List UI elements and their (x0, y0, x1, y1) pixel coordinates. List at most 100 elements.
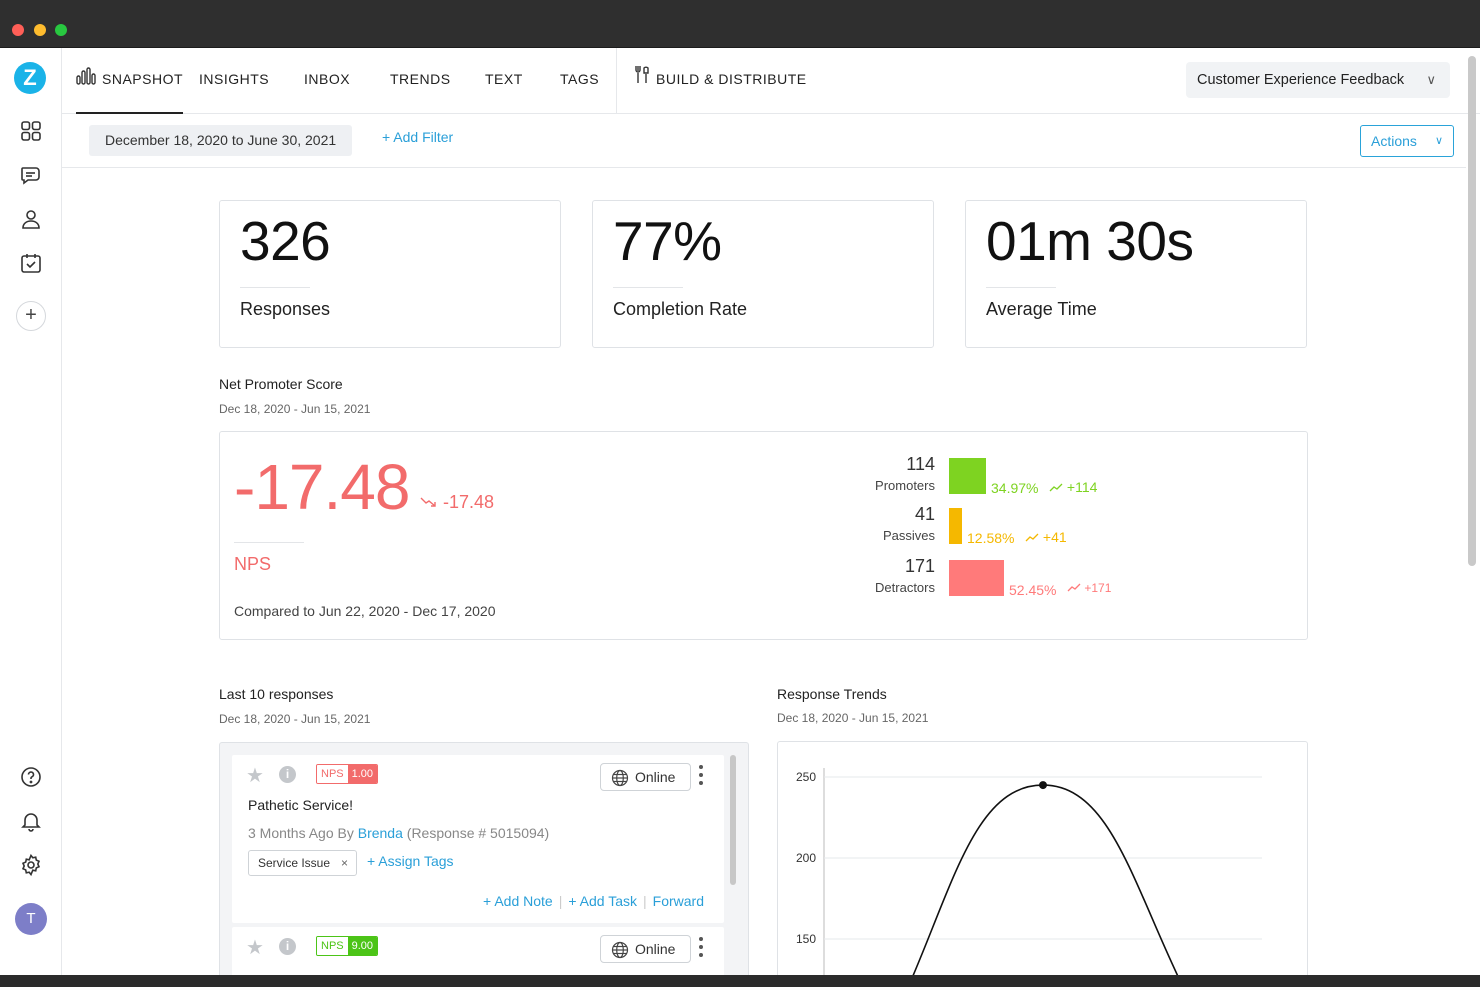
trend-down-icon (420, 497, 436, 507)
breakdown-trend: +41 (1025, 529, 1067, 545)
trend-up-icon (1049, 483, 1063, 492)
breakdown-name: Passives (882, 528, 935, 543)
stat-label: Responses (240, 299, 331, 319)
series-line (912, 784, 1179, 975)
globe-icon (611, 769, 629, 795)
nps-section-range: Dec 18, 2020 - Jun 15, 2021 (219, 402, 371, 416)
star-icon[interactable]: ★ (246, 765, 264, 787)
assign-tags-link[interactable]: + Assign Tags (367, 853, 454, 869)
bar-chart-icon (76, 49, 98, 111)
survey-name: Customer Experience Feedback (1197, 72, 1405, 88)
tab-inbox[interactable]: INBOX (304, 71, 351, 87)
surveys-chat-icon[interactable] (19, 163, 43, 187)
calendar-check-icon[interactable] (19, 251, 43, 275)
nps-badge: NPS 9.00 (316, 936, 379, 956)
trends-section-range: Dec 18, 2020 - Jun 15, 2021 (777, 711, 929, 725)
nps-score: -17.48 (234, 451, 410, 523)
tools-icon (634, 49, 652, 111)
response-item[interactable]: ★ i NPS 9.00 Online (232, 927, 724, 975)
y-tick-label: 250 (796, 770, 816, 784)
dashboard-icon[interactable] (19, 119, 43, 143)
breakdown-percent: 34.97% (991, 480, 1039, 496)
add-note-link[interactable]: + Add Note (483, 893, 553, 909)
info-icon[interactable]: i (279, 938, 296, 955)
breakdown-name: Promoters (875, 478, 935, 493)
add-task-link[interactable]: + Add Task (568, 893, 637, 909)
responses-scrollbar[interactable] (730, 755, 736, 885)
breakdown-percent: 12.58% (967, 530, 1015, 546)
response-time: 3 Months Ago By (248, 825, 358, 841)
tab-trends[interactable]: TRENDS (390, 71, 451, 87)
nps-section-title: Net Promoter Score (219, 376, 343, 392)
breakdown-trend: +114 (1049, 479, 1097, 495)
chevron-down-icon: ∨ (1434, 135, 1443, 147)
response-item[interactable]: ★ i NPS 1.00 Online Pathetic Service! 3 … (232, 755, 724, 923)
chevron-down-icon: ∨ (1426, 72, 1436, 87)
help-icon[interactable] (19, 765, 43, 789)
survey-selector[interactable]: Customer Experience Feedback ∨ (1186, 62, 1450, 98)
tab-build-label: BUILD & DISTRIBUTE (656, 71, 807, 87)
breakdown-trend-value: +171 (1084, 581, 1112, 595)
channel-button[interactable]: Online (600, 935, 691, 963)
app-logo[interactable]: Z (14, 62, 46, 94)
info-icon[interactable]: i (279, 766, 296, 783)
contacts-user-icon[interactable] (19, 207, 43, 231)
tab-insights[interactable]: INSIGHTS (199, 71, 270, 87)
more-options-icon[interactable] (699, 765, 703, 789)
tag-label: Service Issue (258, 856, 331, 870)
nps-badge-key: NPS (317, 765, 348, 783)
nps-badge: NPS 1.00 (316, 764, 379, 784)
nps-card: -17.48 -17.48 NPS Compared to Jun 22, 20… (219, 431, 1308, 640)
data-point[interactable] (1039, 781, 1047, 790)
tab-snapshot[interactable]: SNAPSHOT (76, 48, 184, 114)
divider (240, 287, 310, 288)
settings-gear-icon[interactable] (19, 853, 43, 877)
breakdown-name: Detractors (875, 580, 935, 595)
response-author-link[interactable]: Brenda (357, 825, 403, 841)
more-options-icon[interactable] (699, 937, 703, 961)
responses-section-range: Dec 18, 2020 - Jun 15, 2021 (219, 712, 371, 726)
globe-icon (611, 941, 629, 967)
sidebar: Z + T (0, 48, 62, 975)
tab-text[interactable]: TEXT (485, 71, 523, 87)
tab-build-distribute[interactable]: BUILD & DISTRIBUTE (634, 48, 807, 114)
breakdown-trend-value: +114 (1066, 479, 1098, 495)
nps-change-value: -17.48 (443, 492, 495, 512)
responses-section-title: Last 10 responses (219, 686, 334, 702)
add-filter-link[interactable]: + Add Filter (382, 129, 454, 145)
nps-comparison-period: Compared to Jun 22, 2020 - Dec 17, 2020 (234, 603, 496, 619)
nps-badge-value: 1.00 (347, 765, 378, 783)
close-window-button[interactable] (12, 24, 24, 36)
nps-badge-value: 9.00 (347, 937, 378, 955)
remove-tag-icon[interactable]: × (341, 856, 349, 870)
filter-bar: December 18, 2020 to June 30, 2021 + Add… (62, 114, 1466, 168)
breakdown-bar (949, 458, 986, 494)
breakdown-count: 171 (904, 556, 935, 576)
window-bottom-edge (0, 975, 1480, 987)
stat-card-average-time: 01m 30s Average Time (965, 200, 1307, 348)
maximize-window-button[interactable] (55, 24, 67, 36)
breakdown-percent: 52.45% (1009, 582, 1057, 598)
notifications-bell-icon[interactable] (19, 809, 43, 833)
star-icon[interactable]: ★ (246, 937, 264, 959)
divider (986, 287, 1056, 288)
tab-tags[interactable]: TAGS (560, 71, 600, 87)
trends-section-title: Response Trends (777, 686, 887, 702)
divider (613, 287, 683, 288)
nps-change: -17.48 (420, 492, 494, 513)
user-avatar[interactable]: T (15, 903, 47, 935)
actions-label: Actions (1371, 133, 1417, 149)
nav-divider (616, 48, 617, 114)
responses-list: ★ i NPS 1.00 Online Pathetic Service! 3 … (219, 742, 749, 975)
actions-dropdown[interactable]: Actions ∨ (1360, 125, 1454, 157)
tab-snapshot-label: SNAPSHOT (102, 71, 184, 87)
trend-up-icon (1025, 533, 1039, 542)
page-scrollbar[interactable] (1468, 56, 1476, 566)
channel-button[interactable]: Online (600, 763, 691, 791)
minimize-window-button[interactable] (34, 24, 46, 36)
stat-label: Average Time (986, 299, 1097, 319)
forward-link[interactable]: Forward (652, 893, 704, 909)
response-reference: (Response # 5015094) (402, 825, 550, 841)
add-button[interactable]: + (16, 301, 46, 331)
date-range-picker[interactable]: December 18, 2020 to June 30, 2021 (89, 125, 353, 156)
